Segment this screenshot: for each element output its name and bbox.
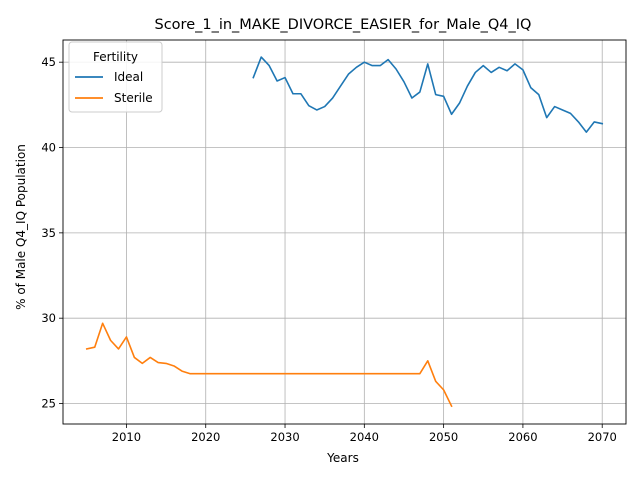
- x-tick-label: 2010: [112, 430, 141, 444]
- legend: Fertility Ideal Sterile: [68, 41, 163, 113]
- y-tick-label: 40: [41, 141, 56, 155]
- y-tick-label: 30: [41, 311, 56, 325]
- chart-title: Score_1_in_MAKE_DIVORCE_EASIER_for_Male_…: [155, 17, 532, 33]
- y-axis-label: % of Male Q4_IQ Population: [14, 144, 28, 310]
- x-tick-label: 2050: [429, 430, 458, 444]
- x-tick-label: 2060: [508, 430, 537, 444]
- y-tick-label: 35: [41, 226, 56, 240]
- series-lines: [85, 56, 604, 408]
- x-tick-label: 2030: [270, 430, 299, 444]
- series-line-sterile: [85, 322, 453, 408]
- x-tick-label: 2040: [350, 430, 379, 444]
- y-tick-label: 25: [41, 397, 56, 411]
- x-tick-label: 2020: [191, 430, 220, 444]
- plot-frame: [62, 39, 627, 425]
- axis-ticks: 2010 2020 2030 2040 2050 2060 2070 25 30 35 40 45: [41, 55, 616, 444]
- series-line-ideal: [252, 56, 604, 133]
- legend-label-ideal: Ideal: [114, 70, 143, 84]
- legend-label-sterile: Sterile: [114, 91, 153, 105]
- x-tick-label: 2070: [588, 430, 617, 444]
- y-tick-label: 45: [41, 55, 56, 69]
- x-axis-label: Years: [326, 451, 359, 465]
- legend-title: Fertility: [93, 50, 138, 64]
- legend-box: [68, 41, 163, 113]
